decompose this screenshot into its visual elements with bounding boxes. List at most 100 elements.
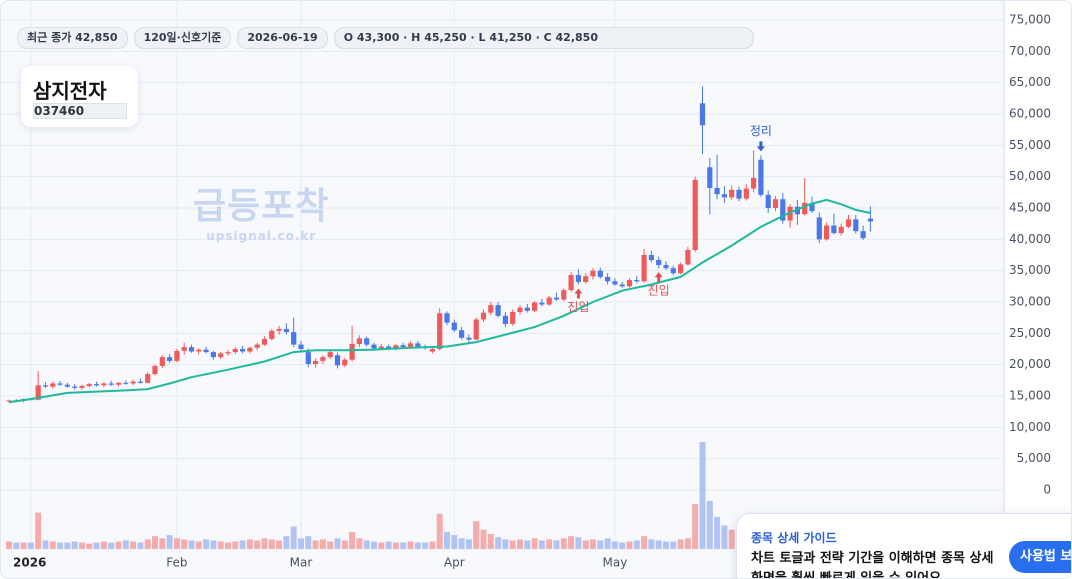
candle-body	[831, 225, 837, 234]
x-tick-label: Feb	[166, 556, 187, 570]
pill[interactable]: 120일·신호기준	[133, 27, 232, 49]
moving-average	[8, 198, 871, 404]
stock-card: 삼지전자 037460	[21, 66, 138, 127]
y-tick-label: 10,000	[1009, 420, 1051, 434]
volume-bar	[531, 538, 538, 549]
volume-bar	[195, 541, 202, 549]
y-tick-label: 70,000	[1009, 44, 1051, 58]
candle-body	[838, 226, 844, 234]
axis-panel	[1004, 1, 1071, 578]
x-tick-label: May	[602, 556, 627, 570]
volume-bar	[27, 542, 34, 549]
candle-body	[663, 265, 669, 269]
candle-body	[867, 218, 873, 222]
candle-body	[196, 349, 202, 352]
volume-bar	[35, 512, 42, 549]
candle-body	[590, 270, 596, 277]
y-tick-label: 75,000	[1009, 13, 1051, 27]
signal-arrow	[756, 141, 765, 152]
y-tick-label: 50,000	[1009, 169, 1051, 183]
candle-body	[50, 383, 56, 387]
candle-body	[502, 315, 508, 324]
candle-body	[772, 199, 779, 208]
volume-bar	[327, 541, 334, 549]
volume-bar	[699, 442, 706, 549]
candle-body	[816, 217, 822, 240]
candle-body	[393, 345, 399, 349]
volume-bar	[305, 536, 312, 549]
volume-bar	[451, 535, 458, 549]
candle-body	[532, 302, 538, 311]
volume-bar	[582, 540, 589, 549]
volume-bar	[495, 537, 502, 549]
volume-bar	[239, 540, 246, 549]
volume-bar	[152, 536, 158, 549]
volume-bar	[465, 539, 472, 549]
volume-bar	[319, 539, 326, 549]
volume-bar	[655, 540, 662, 549]
volume-bar	[122, 540, 129, 549]
volume-bar	[290, 526, 297, 549]
candle-body	[342, 359, 348, 366]
y-tick-label: 65,000	[1009, 75, 1051, 89]
candle-body	[583, 276, 589, 282]
candle-body	[210, 352, 216, 358]
candle-body	[780, 199, 786, 221]
volume-bar	[144, 539, 151, 549]
volume-bar	[225, 542, 231, 549]
volume-bar	[706, 500, 713, 549]
volume-bar	[517, 539, 523, 549]
volume-bar	[611, 541, 618, 549]
volume-bar	[298, 538, 304, 549]
candle-body	[188, 347, 195, 352]
volume-bar	[553, 540, 560, 549]
candle-body	[561, 290, 567, 300]
candle-body	[371, 344, 377, 349]
volume-bar	[341, 540, 348, 549]
candle-body	[86, 384, 92, 386]
volume-bar	[166, 535, 173, 549]
volume-bar	[422, 542, 429, 549]
candle-body	[35, 385, 41, 400]
candle-body	[203, 349, 209, 353]
volume-bar	[363, 540, 370, 549]
candle-body	[437, 313, 443, 349]
candle-body	[444, 313, 450, 323]
candle-body	[787, 206, 793, 221]
volume-bar	[670, 541, 677, 549]
volume-bar	[487, 534, 494, 549]
watermark-url: upsignal.co.kr	[206, 229, 317, 243]
volume-bar	[246, 539, 253, 549]
candle-body	[130, 381, 136, 384]
volume-bar	[42, 540, 49, 549]
guide-button[interactable]: 사용법 보기	[1009, 541, 1071, 573]
candle-body	[860, 231, 866, 239]
volume-bar	[429, 541, 436, 549]
candle-body	[283, 328, 289, 333]
volume-bar	[604, 538, 611, 549]
candle-body	[327, 352, 333, 358]
candle-body	[685, 249, 691, 265]
x-tick-label: Mar	[290, 556, 313, 570]
toast-line: 차트 토글과 전략 기간을 이해하면 종목 상세	[751, 551, 994, 566]
volume-bar	[57, 542, 64, 549]
candle-body	[488, 305, 494, 313]
candle-body	[714, 187, 720, 195]
candle-body	[64, 384, 70, 387]
guide-toast: 종목 상세 가이드 차트 토글과 전략 기간을 이해하면 종목 상세 화면을 훨…	[736, 513, 1071, 578]
volume-bar	[568, 536, 575, 549]
volume-bar	[677, 539, 684, 549]
volume-bar	[633, 540, 640, 549]
volume-bar	[641, 536, 648, 549]
candle-body	[853, 219, 859, 232]
y-tick-label: 0	[1043, 483, 1051, 497]
volume-bar	[283, 536, 290, 549]
candle-body	[152, 365, 158, 375]
volume-bar	[692, 504, 699, 549]
volume-bar	[444, 531, 450, 549]
candle-body	[678, 264, 684, 274]
candle-body	[108, 383, 114, 385]
candle-body	[605, 276, 611, 282]
volume-bar	[509, 540, 516, 549]
candle-body	[57, 383, 63, 385]
